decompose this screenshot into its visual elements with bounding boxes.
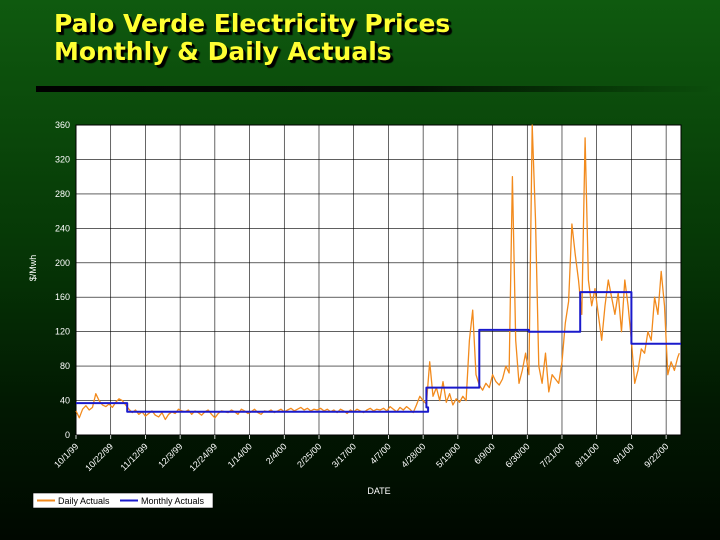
y-tick-label: 320 xyxy=(55,154,70,164)
title-divider xyxy=(36,86,720,92)
y-tick-label: 360 xyxy=(55,120,70,130)
x-tick-label: 9/22/00 xyxy=(642,441,670,469)
x-tick-label: 3/17/00 xyxy=(330,441,358,469)
x-tick-label: 12/24/99 xyxy=(187,441,219,473)
x-tick-label: 1/14/00 xyxy=(226,441,254,469)
x-tick-label: 9/1/00 xyxy=(611,441,636,466)
y-tick-label: 160 xyxy=(55,292,70,302)
x-tick-label: 4/7/00 xyxy=(368,441,393,466)
x-tick-label: 2/25/00 xyxy=(295,441,323,469)
y-tick-label: 240 xyxy=(55,223,70,233)
y-tick-label: 200 xyxy=(55,258,70,268)
x-tick-label: 4/28/00 xyxy=(399,441,427,469)
x-tick-label: 7/21/00 xyxy=(538,441,566,469)
legend-label-monthly: Monthly Actuals xyxy=(141,496,205,506)
y-tick-label: 120 xyxy=(55,327,70,337)
series-layer xyxy=(75,124,681,421)
monthly-actuals-line xyxy=(76,291,681,413)
x-tick-label: 2/4/00 xyxy=(264,441,289,466)
chart-title-line-1: Palo Verde Electricity Prices xyxy=(54,9,451,38)
legend-label-daily: Daily Actuals xyxy=(58,496,110,506)
x-tick-label: 10/1/99 xyxy=(52,441,80,469)
x-tick-label: 6/30/00 xyxy=(503,441,531,469)
chart-title-line-2: Monthly & Daily Actuals xyxy=(54,37,392,66)
x-tick-label: 8/11/00 xyxy=(573,441,601,469)
y-axis-ticks: 0 40 80 120 160 200 240 280 320 360 xyxy=(55,120,70,440)
y-tick-label: 0 xyxy=(65,430,70,440)
y-tick-label: 40 xyxy=(60,396,70,406)
x-tick-label: 12/3/99 xyxy=(156,441,184,469)
x-tick-label: 11/12/99 xyxy=(118,441,149,472)
x-tick-label: 6/9/00 xyxy=(472,441,497,466)
x-tick-label: 10/22/99 xyxy=(83,441,115,473)
y-tick-label: 80 xyxy=(60,361,70,371)
y-axis-label: $/Mwh xyxy=(28,255,38,282)
x-axis-label: DATE xyxy=(367,486,390,496)
plot-area xyxy=(75,124,682,436)
y-tick-label: 280 xyxy=(55,189,70,199)
legend: Daily Actuals Monthly Actuals xyxy=(32,492,214,509)
x-axis-ticks: 10/1/99 10/22/99 11/12/99 12/3/99 12/24/99 1/… xyxy=(52,435,671,473)
x-tick-label: 5/19/00 xyxy=(434,441,462,469)
